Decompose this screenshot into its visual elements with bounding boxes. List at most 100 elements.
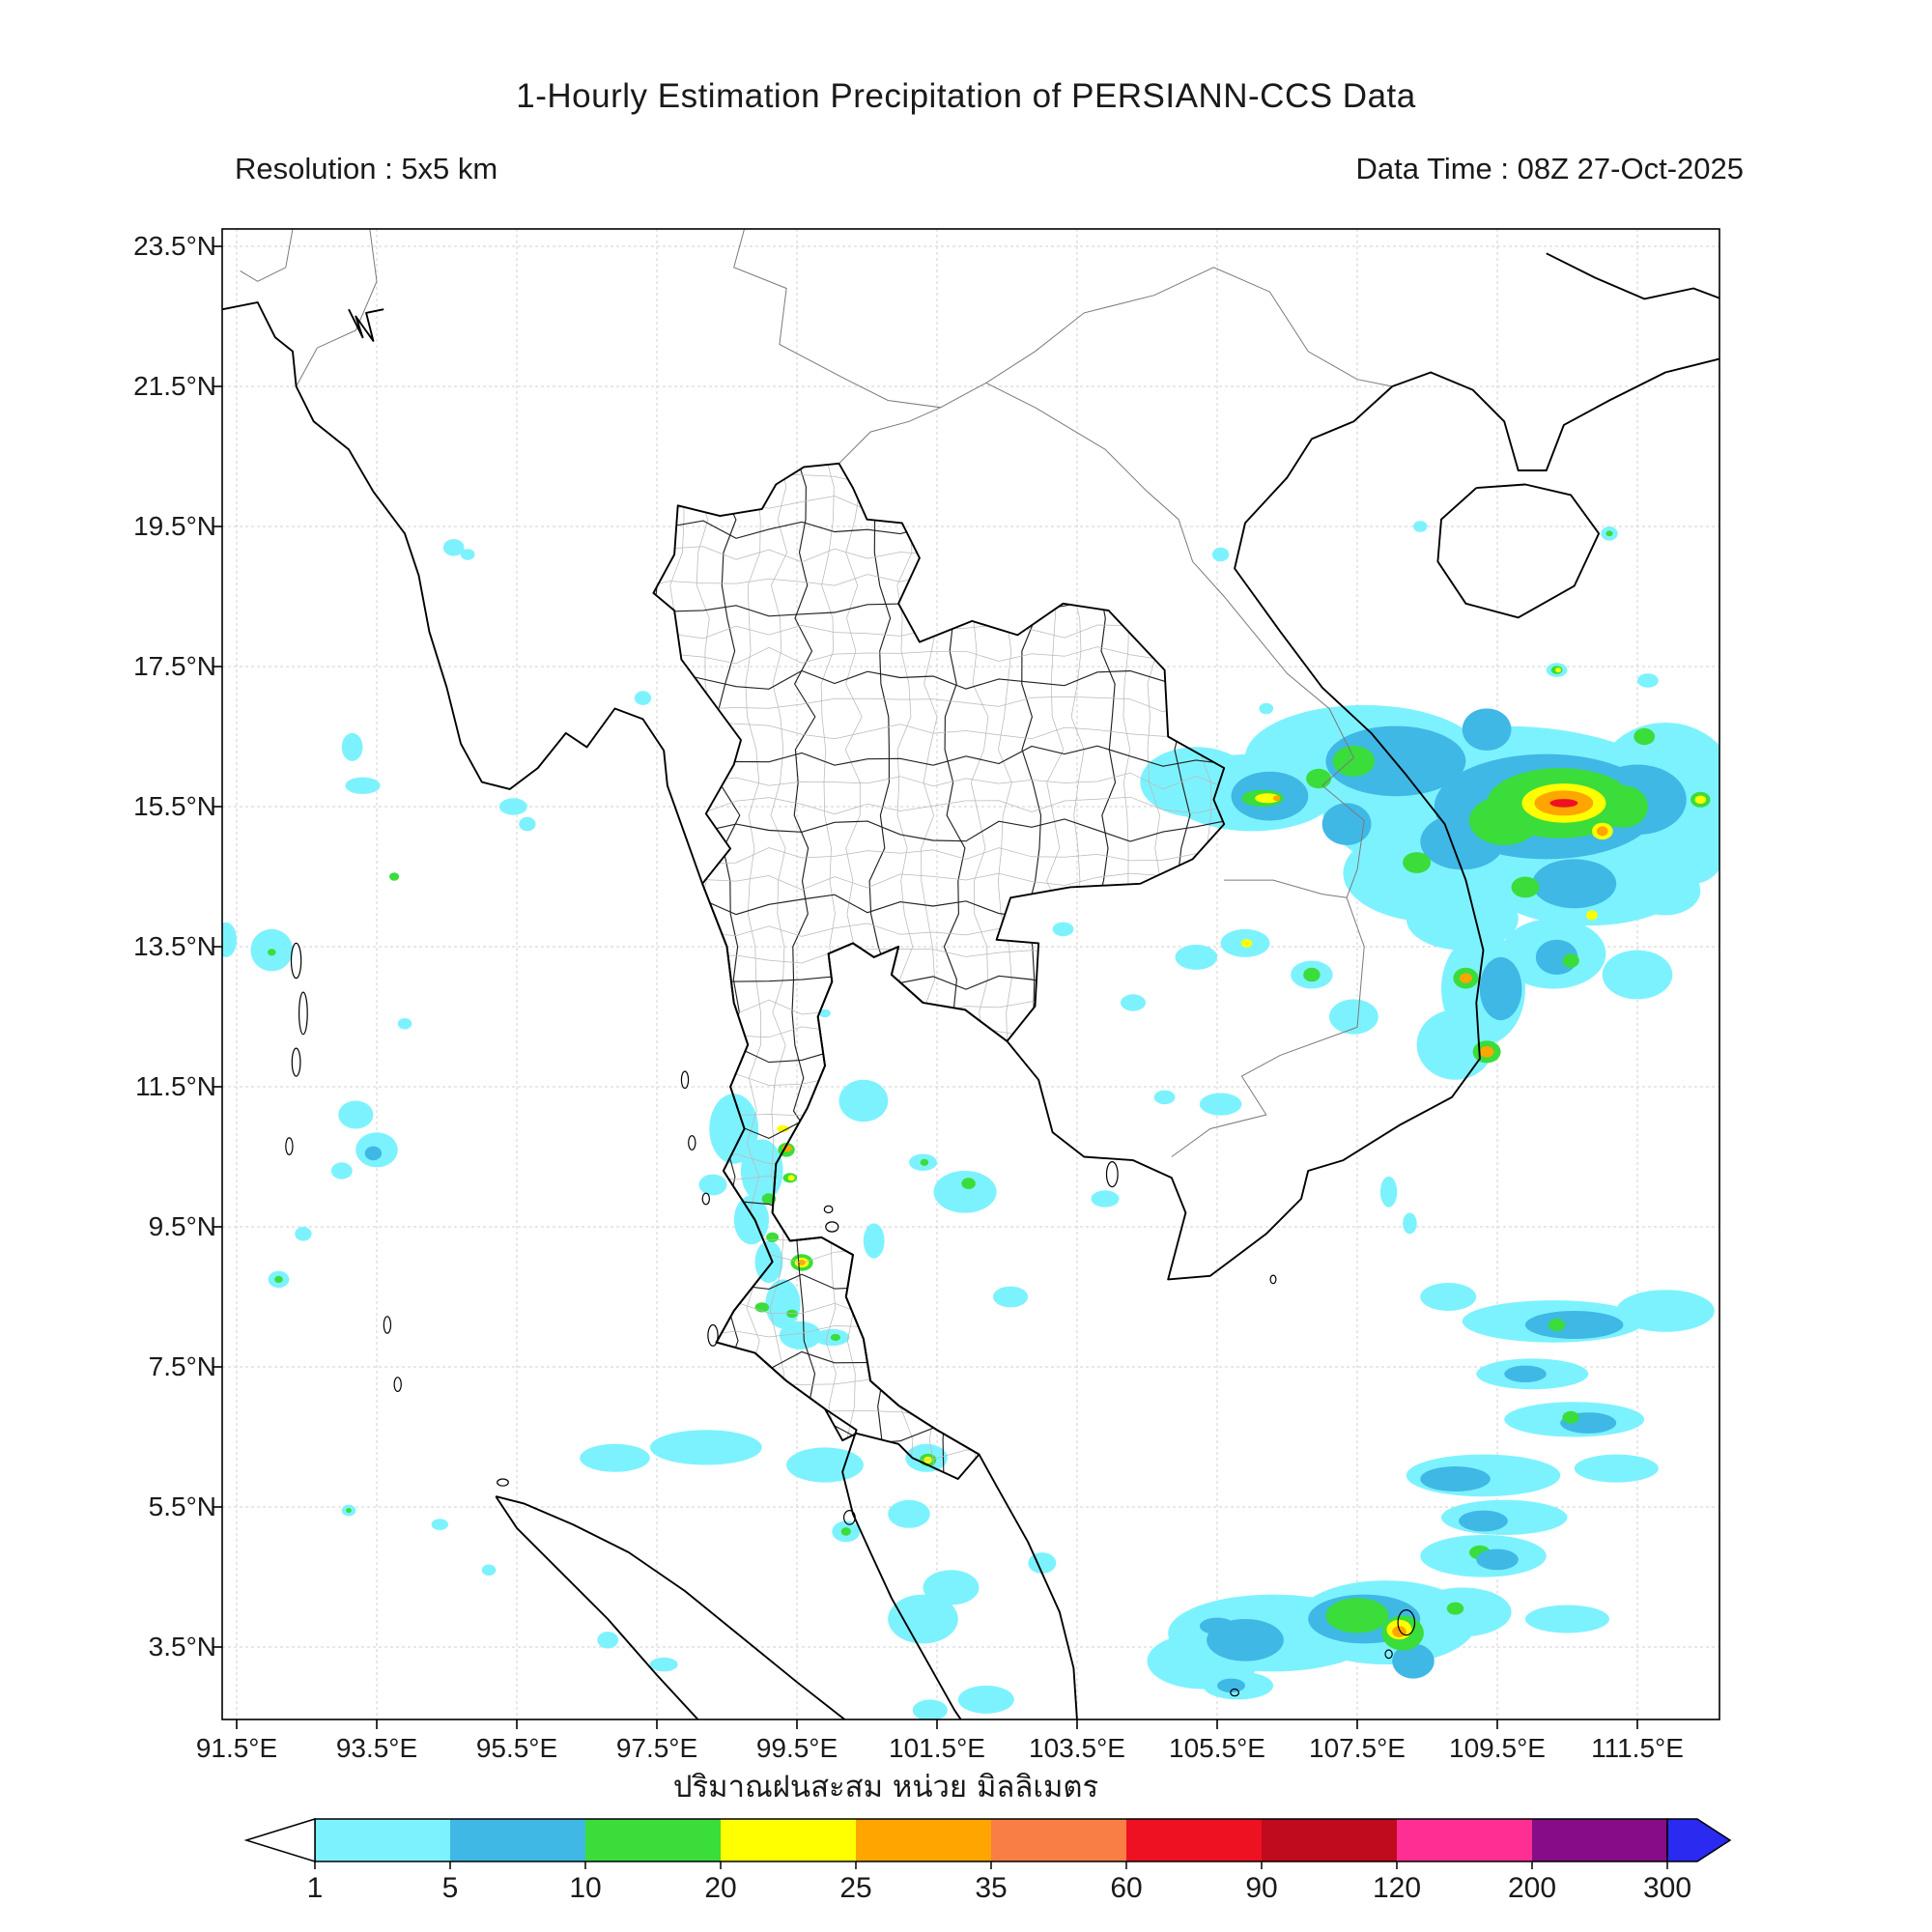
- precip-cell: [1175, 944, 1218, 970]
- lon-tick-label: 91.5°E: [195, 1733, 278, 1763]
- lon-tick-label: 105.5°E: [1169, 1733, 1265, 1763]
- precip-cell: [1273, 795, 1281, 802]
- lat-tick-label: 13.5°N: [133, 931, 216, 961]
- precip-cell: [993, 1286, 1029, 1308]
- precip-cell: [1199, 1093, 1242, 1116]
- colorbar-left-arrow: [243, 1817, 316, 1863]
- precip-cell: [1462, 708, 1512, 751]
- precip-cell: [1616, 1290, 1715, 1332]
- precip-cell: [634, 691, 652, 705]
- lat-tick-label: 5.5°N: [148, 1492, 216, 1521]
- precip-cell: [1599, 785, 1648, 828]
- colorbar-tick-label: 25: [839, 1872, 872, 1904]
- precip-cell: [1240, 939, 1253, 948]
- precip-cell: [923, 1456, 932, 1463]
- lon-tick-label: 107.5°E: [1309, 1733, 1406, 1763]
- precip-cell: [1476, 1548, 1519, 1571]
- page-title: 1-Hourly Estimation Precipitation of PER…: [516, 77, 1416, 115]
- precip-cell: [498, 798, 527, 815]
- precip-cell: [819, 1009, 831, 1018]
- precip-cell: [1091, 1190, 1120, 1208]
- precip-cell: [345, 777, 381, 794]
- precip-cell: [1549, 799, 1578, 808]
- thailand-border: [652, 462, 1226, 1480]
- precip-cell: [1634, 727, 1656, 746]
- colorbar-segment: [585, 1819, 721, 1861]
- colorbar-segment: [450, 1819, 585, 1861]
- precip-cell: [597, 1632, 619, 1649]
- lon-tick-label: 95.5°E: [475, 1733, 558, 1763]
- unit-label-thai: ปริมาณฝนสะสม หน่วย มิลลิเมตร: [672, 1770, 1099, 1804]
- colorbar-segment: [856, 1819, 991, 1861]
- precip-cell: [338, 1100, 374, 1129]
- lat-tick-label: 15.5°N: [133, 791, 216, 821]
- colorbar-tick-label: 20: [704, 1872, 737, 1904]
- lat-tick-label: 3.5°N: [148, 1632, 216, 1662]
- precip-cell: [888, 1594, 958, 1644]
- lon-tick-label: 101.5°E: [889, 1733, 985, 1763]
- precip-cell: [1459, 973, 1472, 983]
- colorbar-tick-label: 10: [569, 1872, 602, 1904]
- precip-cell: [1562, 1410, 1579, 1424]
- precip-cell: [923, 1570, 980, 1605]
- precip-cell: [1329, 999, 1378, 1035]
- colorbar-tick-label: 90: [1245, 1872, 1278, 1904]
- precip-cell: [346, 1508, 352, 1514]
- precip-cell: [912, 1699, 948, 1719]
- precip-cell: [1413, 521, 1428, 532]
- precip-cell: [460, 549, 475, 560]
- precip-cell: [481, 1564, 497, 1577]
- lon-tick-label: 109.5°E: [1449, 1733, 1546, 1763]
- precip-cell: [888, 1499, 930, 1528]
- precip-cell: [1602, 950, 1673, 1000]
- precip-cell: [1321, 803, 1372, 845]
- lon-tick-label: 97.5°E: [615, 1733, 698, 1763]
- precip-cell: [1413, 1587, 1512, 1637]
- colorbar-segment: [1126, 1819, 1262, 1861]
- precip-cell: [920, 1158, 929, 1166]
- precip-cell: [766, 1232, 780, 1242]
- precip-cell: [765, 1279, 801, 1329]
- precip-cell: [1420, 1283, 1477, 1311]
- precip-cell: [786, 1447, 864, 1483]
- precip-cell: [709, 1094, 759, 1164]
- resolution-label: Resolution : 5x5 km: [235, 152, 498, 185]
- axis-ticks: [213, 245, 1638, 1729]
- precip-cell: [1403, 1212, 1417, 1235]
- lat-tick-label: 11.5°N: [135, 1071, 216, 1101]
- precip-cell: [1255, 793, 1281, 804]
- precip-cell: [1555, 668, 1561, 673]
- lat-tick-label: 21.5°N: [133, 371, 216, 401]
- lon-tick-label: 93.5°E: [335, 1733, 418, 1763]
- precip-cell: [330, 1162, 353, 1179]
- precip-cell: [1525, 1605, 1609, 1634]
- colorbar-tick-label: 1: [306, 1872, 324, 1904]
- lat-tick-label: 9.5°N: [148, 1211, 216, 1241]
- colorbar: [243, 1817, 1732, 1869]
- precip-cell: [442, 539, 465, 556]
- colorbar-tick-label: 35: [975, 1872, 1008, 1904]
- precip-cell: [1468, 796, 1540, 845]
- precip-cell: [1446, 1602, 1464, 1615]
- precip-cell: [838, 1079, 889, 1122]
- map-frame: [221, 228, 1720, 1720]
- precip-cell: [222, 922, 237, 957]
- precip-cell: [397, 1018, 412, 1030]
- colorbar-segment: [1532, 1819, 1667, 1861]
- precip-cell: [1416, 1009, 1494, 1080]
- colorbar-segment: [315, 1819, 450, 1861]
- precip-cell: [1259, 702, 1274, 715]
- precip-cell: [1306, 768, 1332, 789]
- country-borders: [240, 229, 1393, 1157]
- precip-cell: [1153, 1090, 1176, 1105]
- islands: [285, 942, 1416, 1697]
- precip-cell: [295, 1227, 312, 1241]
- precip-cell: [961, 1178, 976, 1189]
- precip-cell: [779, 1321, 822, 1350]
- precip-cell: [787, 1175, 795, 1181]
- precip-cell: [1694, 795, 1707, 805]
- precip-cell: [957, 1685, 1014, 1714]
- precip-cell: [1479, 956, 1522, 1021]
- precip-cell: [1597, 826, 1608, 837]
- precip-cell: [1403, 852, 1432, 873]
